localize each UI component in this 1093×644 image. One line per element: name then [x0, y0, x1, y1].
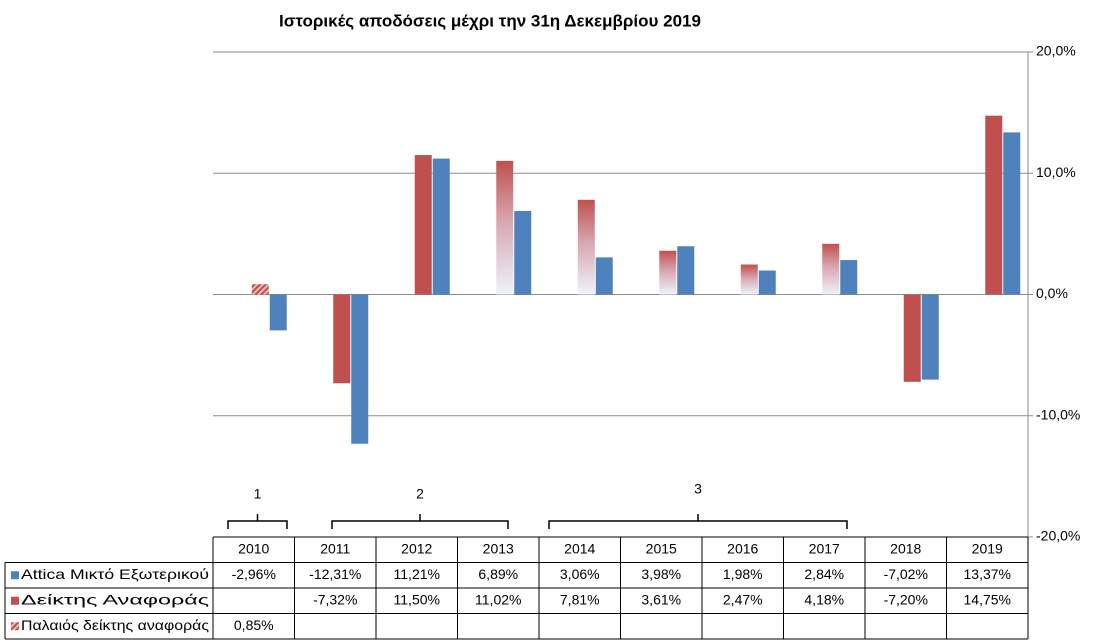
legend-label: Attica Μικτό Εξωτερικού	[21, 566, 209, 582]
bar	[333, 294, 351, 384]
bracket	[227, 514, 288, 529]
table-header: 2014	[564, 540, 595, 556]
table-cell: 6,89%	[478, 566, 518, 582]
bracket	[331, 514, 509, 529]
y-tick-label: -10,0%	[1036, 406, 1080, 422]
legend-swatch	[11, 596, 19, 605]
y-tick-label: 0,0%	[1036, 285, 1068, 301]
bar	[659, 250, 677, 295]
table-header: 2011	[320, 540, 350, 556]
bar	[985, 115, 1003, 295]
table-cell: -7,32%	[313, 591, 357, 607]
y-tick-label: -20,0%	[1036, 528, 1080, 544]
table-cell: -2,96%	[232, 566, 276, 582]
bracket	[548, 514, 848, 529]
table-header: 2017	[809, 540, 840, 556]
y-tick-label: 10,0%	[1036, 164, 1076, 180]
bar	[269, 294, 287, 331]
bar	[921, 294, 939, 380]
bar	[758, 270, 776, 295]
table-header: 2013	[483, 540, 514, 556]
table-cell: 2,84%	[804, 566, 844, 582]
bar	[577, 199, 595, 295]
table-cell: -7,20%	[884, 591, 928, 607]
table-cell: -12,31%	[309, 566, 361, 582]
table-header: 2019	[972, 540, 1003, 556]
table-header: 2012	[401, 540, 432, 556]
table-cell: 11,02%	[475, 591, 521, 607]
table-header: 2015	[646, 540, 677, 556]
legend-label: Παλαιός δείκτης αναφοράς	[21, 617, 209, 633]
bar	[595, 257, 613, 295]
annotation: 1	[254, 486, 262, 502]
table-cell: 0,85%	[234, 617, 274, 633]
table-cell: 3,06%	[560, 566, 600, 582]
bar	[840, 260, 858, 295]
table-header: 2018	[890, 540, 921, 556]
legend-swatch	[11, 622, 19, 631]
bar	[903, 294, 921, 382]
table-cell: 1,98%	[723, 566, 763, 582]
table-cell: 3,98%	[641, 566, 681, 582]
bar	[1003, 132, 1021, 295]
table-cell: 3,61%	[641, 591, 681, 607]
table-cell: 13,37%	[964, 566, 1011, 582]
bar	[251, 284, 269, 295]
chart-title: Ιστορικές αποδόσεις μέχρι την 31η Δεκεμβ…	[279, 11, 701, 30]
bar	[496, 160, 514, 295]
annotation: 3	[694, 481, 702, 497]
bar	[677, 246, 695, 295]
table-cell: 4,18%	[804, 591, 844, 607]
bar	[351, 294, 369, 444]
bar	[414, 155, 432, 295]
legend-swatch	[11, 571, 19, 580]
table-cell: 7,81%	[560, 591, 600, 607]
table-header: 2010	[238, 540, 269, 556]
table-cell: -7,02%	[884, 566, 928, 582]
table-header: 2016	[727, 540, 758, 556]
table-cell: 11,21%	[394, 566, 440, 582]
table-cell: 2,47%	[723, 591, 763, 607]
legend-label: Δείκτης Αναφοράς	[21, 591, 209, 607]
bar	[822, 243, 840, 295]
bar	[432, 158, 450, 295]
table-cell: 14,75%	[964, 591, 1011, 607]
bar	[514, 210, 532, 295]
bar	[740, 264, 758, 295]
table-cell: 11,50%	[394, 591, 440, 607]
y-tick-label: 20,0%	[1036, 43, 1076, 59]
annotation: 2	[416, 486, 424, 502]
